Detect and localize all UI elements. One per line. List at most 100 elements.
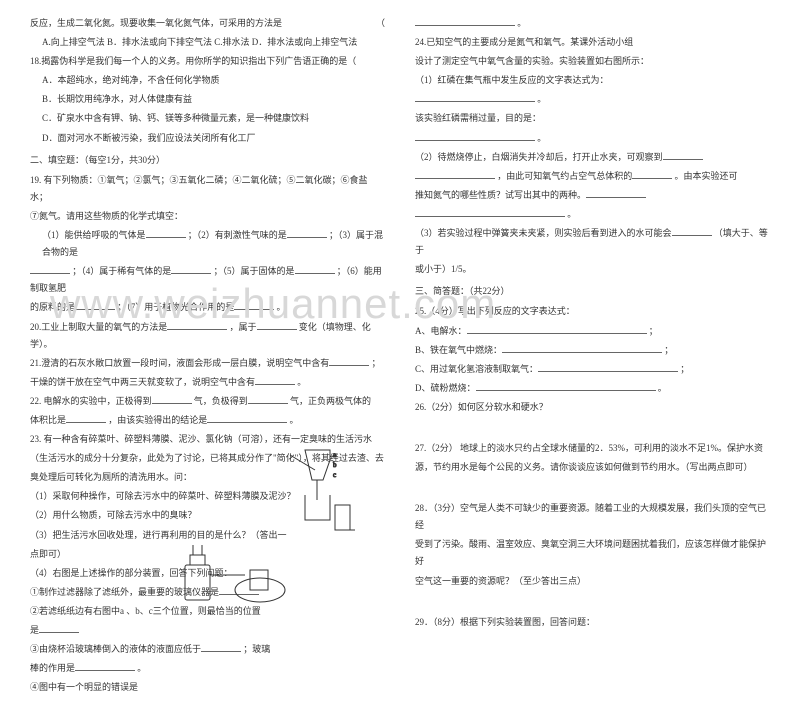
q24b: 设计了测定空气中氧气含量的实验。实验装置如右图所示： <box>415 53 770 70</box>
part-text: 干燥的饼干放在空气中两三天就变软了，说明空气中含有 <box>30 377 255 387</box>
part-text: 。 <box>277 302 286 312</box>
part-text: 20.工业上制取大量的氧气的方法是 <box>30 322 167 332</box>
part-text: 。 <box>537 94 546 104</box>
blank <box>171 273 211 274</box>
part-text: ；（7）用于植物光合作用的是 <box>117 302 234 312</box>
q24-1c: 该实验红磷需稍过量，目的是： <box>415 110 770 127</box>
q24-3: （3）若实验过程中弹簧夹未夹紧，则实验后看到进入的水可能会 （填大于、等于 <box>415 225 770 259</box>
blank <box>66 422 106 423</box>
blank <box>75 309 115 310</box>
blank <box>207 422 287 423</box>
blank <box>538 371 678 372</box>
blank <box>30 273 70 274</box>
funnel-icon <box>305 450 330 480</box>
part-text: ，由该实验得出的结论是 <box>108 415 207 425</box>
q23-4d: ④图中有一个明显的错误是 <box>30 679 385 696</box>
q19-parts3: 的原料的是 ；（7）用于植物光合作用的是 。 <box>30 299 385 316</box>
spacer <box>415 478 770 498</box>
q26: 26.（2分）如何区分软水和硬水？ <box>415 399 770 416</box>
part-text: 。由本实验还可 <box>675 171 738 181</box>
q24-2d: 。 <box>415 206 770 223</box>
part-text: 气，正负两极气体的 <box>290 396 371 406</box>
part-text: 。 <box>537 133 546 143</box>
page-container: 反应，生成二氧化氮。现要收集一氧化氮气体，可采用的方法是 （ A.向上排空气法 … <box>0 0 800 713</box>
part-text: ； <box>664 345 673 355</box>
q24-2b: ，由此可知氧气约占空气总体积的 。由本实验还可 <box>415 168 770 185</box>
blank <box>167 329 227 330</box>
blank <box>467 333 647 334</box>
blank <box>632 178 672 179</box>
collector <box>250 570 268 590</box>
q24-2: （2）待燃烧停止，白烟消失并冷却后，打开止水夹，可观察到 <box>415 149 770 166</box>
q23-4c: ③由烧杯沿玻璃棒倒入的液体的液面应低于 ；玻璃 <box>30 641 385 658</box>
q27b: 源，节约用水是每个公民的义务。请你谈谈应该如何做到节约用水。（写出两点即可） <box>415 459 770 476</box>
q24-1d: 。 <box>415 130 770 147</box>
blank <box>295 273 335 274</box>
blank <box>201 651 241 652</box>
opt-a: A．本超纯水，绝对纯净，不含任何化学物质 <box>30 72 385 89</box>
blank <box>415 101 535 102</box>
q29: 29．（8分）根据下列实验装置图，回答问题： <box>415 614 770 631</box>
blank <box>152 403 192 404</box>
section-3-title: 三、简答题：（共22分） <box>415 283 770 300</box>
bottle-icon <box>185 565 210 600</box>
q23-4b: ②若滤纸纸边有右图中a 、b、c三个位置，则最恰当的位置 <box>30 603 385 620</box>
part-text: 21.澄清的石灰水敞口放置一段时间，液面会形成一层白膜，说明空气中含有 <box>30 358 329 368</box>
q28: 28．（3分）空气是人类不可缺少的重要资源。随着工业的大规模发展，我们头顶的空气… <box>415 500 770 534</box>
part-text: ； <box>372 358 381 368</box>
blank <box>257 329 297 330</box>
q23-4c2: 棒的作用是 。 <box>30 660 385 677</box>
part-text: ； <box>680 364 689 374</box>
blank <box>146 237 186 238</box>
opt-c: C．矿泉水中含有钾、钠、钙、镁等多种微量元素，是一种健康饮料 <box>30 110 385 127</box>
part-text: 。 <box>137 663 146 673</box>
blank <box>415 25 515 26</box>
part-text: ；玻璃 <box>243 644 270 654</box>
part-text: C、用过氧化氢溶液制取氧气： <box>415 364 538 374</box>
opt-b: B．长期饮用纯净水，对人体健康有益 <box>30 91 385 108</box>
q22: 22. 电解水的实验中，正极得到 气，负极得到 气，正负两极气体的 <box>30 393 385 410</box>
opt-d: D．面对河水不断被污染，我们应设法关闭所有化工厂 <box>30 130 385 147</box>
text-line: 反应，生成二氧化氮。现要收集一氧化氮气体，可采用的方法是 （ <box>30 15 385 32</box>
blank <box>234 309 274 310</box>
part-text: B、铁在氧气中燃烧： <box>415 345 502 355</box>
q24-1b: 。 <box>415 91 770 108</box>
q27: 27.（2分） 地球上的淡水只约占全球水储量的2．53%，可利用的淡水不足1%。… <box>415 440 770 457</box>
part-text: 的原料的是 <box>30 302 75 312</box>
q18: 18.揭露伪科学是我们每一个人的义务。用你所学的知识指出下列广告语正确的是（ <box>30 53 385 70</box>
q24: 24.已知空气的主要成分是氮气和氧气。某课外活动小组 <box>415 34 770 51</box>
q24-3b: 或小于）1/5。 <box>415 261 770 278</box>
q28b: 受到了污染。酸雨、温室效应、臭氧空洞三大环境问题困扰着我们，应该怎样做才能保护好 <box>415 536 770 570</box>
spacer <box>415 418 770 438</box>
q19-sub: ⑦氮气。请用这些物质的化学式填空： <box>30 208 385 225</box>
blank <box>329 365 369 366</box>
part-text: ，属于 <box>230 322 257 332</box>
blank <box>39 632 79 633</box>
q28c: 空气这一重要的资源呢？（至少答出三点） <box>415 573 770 590</box>
q21b: 干燥的饼干放在空气中两三天就变软了，说明空气中含有 。 <box>30 374 385 391</box>
q25d: D、硫粉燃烧： 。 <box>415 380 770 397</box>
part-text: ③由烧杯沿玻璃棒倒入的液体的液面应低于 <box>30 644 201 654</box>
q25a: A、电解水： ； <box>415 323 770 340</box>
q25: 25.（4分）写出下列反应的文字表达式： <box>415 303 770 320</box>
svg-text:a: a <box>333 451 337 459</box>
part-text: 是 <box>30 625 39 635</box>
rod <box>290 455 315 470</box>
cap <box>190 555 205 565</box>
part-text: （3）若实验过程中弹簧夹未夹紧，则实验后看到进入的水可能会 <box>415 228 672 238</box>
section-2-title: 二、填空题：（每空1分，共30分） <box>30 152 385 169</box>
q22b: 体积比是 ，由该实验得出的结论是 。 <box>30 412 385 429</box>
q24-2c: 推知氮气的哪些性质？试写出其中的两种。 <box>415 187 770 204</box>
part-text: 。 <box>290 415 299 425</box>
q23-4b2: 是 <box>30 622 385 639</box>
paren: （ <box>376 15 385 32</box>
question-text: 反应，生成二氧化氮。现要收集一氧化氮气体，可采用的方法是 <box>30 18 282 28</box>
blank <box>248 403 288 404</box>
part-text: D、硫粉燃烧： <box>415 383 476 393</box>
q19-parts: （1）能供给呼吸的气体是 ；（2）有刺激性气味的是 ；（3）属于混合物的是 <box>30 227 385 261</box>
blank <box>586 197 646 198</box>
q20: 20.工业上制取大量的氧气的方法是 ，属于 变化（填物理、化学）。 <box>30 319 385 353</box>
part-text: 体积比是 <box>30 415 66 425</box>
blank <box>663 159 703 160</box>
part-text: 。 <box>658 383 667 393</box>
